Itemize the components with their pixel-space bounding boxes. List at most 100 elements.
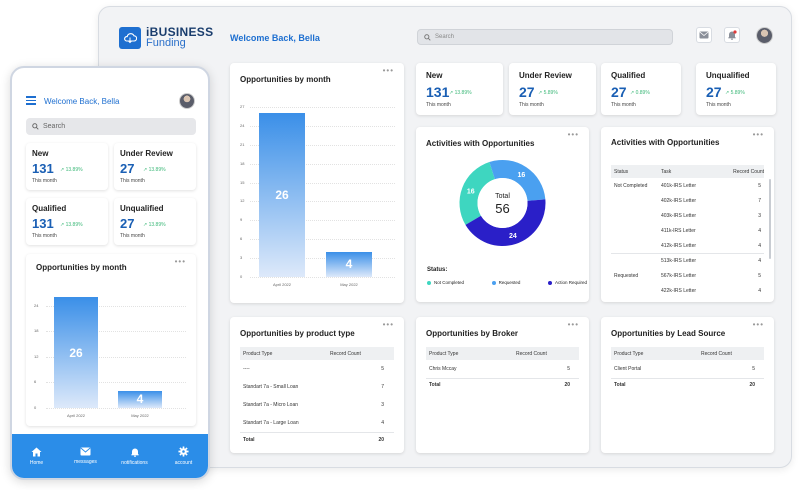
more-menu-icon[interactable]: ••• bbox=[752, 320, 764, 329]
table-row[interactable]: ---- 5 bbox=[240, 360, 394, 378]
stat-label: Under Review bbox=[519, 71, 572, 80]
legend-item: Requested bbox=[491, 280, 520, 285]
hamburger-menu-icon[interactable] bbox=[26, 96, 36, 105]
table-total-row: Total 20 bbox=[611, 378, 764, 390]
card-title: Activities with Opportunities bbox=[426, 139, 535, 148]
status-cell: Requested bbox=[614, 272, 639, 279]
nav-messages[interactable]: messages bbox=[63, 447, 108, 465]
table-header: Product Type Record Count bbox=[611, 347, 764, 360]
stat-value: 27 bbox=[120, 216, 135, 231]
trend-up-icon: ↗ bbox=[60, 167, 66, 173]
table-row[interactable]: Standart 7a - Micro Loan 3 bbox=[240, 396, 394, 414]
gridline bbox=[46, 305, 186, 307]
table-row[interactable]: 513k-IRS Letter 4 bbox=[611, 253, 764, 268]
product-type-cell: Standart 7a - Small Loan bbox=[243, 384, 299, 390]
gridline bbox=[46, 331, 186, 333]
user-avatar[interactable] bbox=[179, 93, 195, 109]
slice-value-label: 16 bbox=[467, 188, 475, 195]
bar: 26 bbox=[259, 113, 305, 277]
stat-period: This month bbox=[120, 178, 145, 184]
stat-card-unqualified[interactable]: Unqualified 27 ↗ 5.89% This month bbox=[696, 63, 776, 115]
gridline bbox=[250, 220, 395, 222]
table-total-row: Total 20 bbox=[240, 432, 394, 446]
notifications-button[interactable] bbox=[724, 27, 740, 43]
bar: 26 bbox=[54, 297, 98, 408]
mail-button[interactable] bbox=[696, 27, 712, 43]
card-title: Opportunities by Lead Source bbox=[611, 329, 726, 338]
table-row[interactable]: 402k-IRS Letter 7 bbox=[611, 193, 764, 208]
nav-home[interactable]: Home bbox=[14, 447, 59, 466]
lead-source-table: Product Type Record Count Client Portal … bbox=[611, 347, 764, 390]
count-cell: 4 bbox=[758, 258, 761, 264]
table-row[interactable]: 411k-IRS Letter 4 bbox=[611, 223, 764, 238]
scrollbar[interactable] bbox=[769, 179, 771, 259]
stat-period: This month bbox=[706, 102, 731, 108]
nav-account[interactable]: account bbox=[161, 446, 206, 466]
y-tick-label: 24 bbox=[240, 122, 245, 128]
table-row[interactable]: Not Completed 401k-IRS Letter 5 bbox=[611, 178, 764, 193]
count-cell: 4 bbox=[758, 227, 761, 234]
mail-icon bbox=[699, 31, 709, 39]
y-tick-label: 18 bbox=[34, 328, 39, 334]
stat-label: New bbox=[426, 71, 443, 80]
gridline bbox=[250, 239, 395, 241]
slice-value-label: 16 bbox=[517, 172, 525, 179]
more-menu-icon[interactable]: ••• bbox=[382, 66, 394, 75]
card-opportunities-by-month: Opportunities by month ••• 0 6 12 18 24 26 Apr… bbox=[26, 254, 196, 426]
bar: 4 bbox=[326, 251, 372, 277]
stat-period: This month bbox=[120, 233, 145, 239]
more-menu-icon[interactable]: ••• bbox=[382, 320, 394, 329]
activities-table: Status Task Record Count Not Completed 40… bbox=[611, 165, 764, 298]
table-header: Status Task Record Count bbox=[611, 165, 764, 178]
stat-card-under-review[interactable]: Under Review 27 ↗ 5.89% This month bbox=[509, 63, 596, 115]
stat-card-qualified[interactable]: Qualified 27 ↗ 0.89% This month bbox=[601, 63, 681, 115]
stat-card-new[interactable]: New 131 ↗ 13.89% This month bbox=[26, 143, 108, 190]
count-cell: 5 bbox=[758, 182, 761, 189]
table-row[interactable]: Client Portal 5 bbox=[614, 366, 755, 372]
search-input[interactable]: Search bbox=[417, 29, 673, 45]
stat-period: This month bbox=[32, 233, 57, 239]
stat-card-new[interactable]: New 131 ↗ 13.89% This month bbox=[416, 63, 503, 115]
stat-delta: ↗ 13.89% bbox=[449, 90, 472, 96]
user-avatar[interactable] bbox=[756, 27, 773, 44]
gridline bbox=[46, 382, 186, 384]
table-row[interactable]: Chris Mccay 5 bbox=[429, 366, 570, 372]
stat-card-unqualified[interactable]: Unqualified 27 ↗ 13.89% This month bbox=[114, 198, 196, 245]
table-row[interactable]: Standart 7a - Small Loan 7 bbox=[240, 378, 394, 396]
nav-notifications[interactable]: notifications bbox=[112, 447, 157, 466]
cloud-icon bbox=[119, 27, 141, 49]
stat-card-under-review[interactable]: Under Review 27 ↗ 13.89% This month bbox=[114, 143, 196, 190]
table-row[interactable]: Requested 567k-IRS Letter 5 bbox=[611, 268, 764, 283]
card-title: Opportunities by product type bbox=[240, 329, 355, 338]
brand-logo[interactable]: iBUSINESS Funding bbox=[119, 26, 213, 49]
table-total-row: Total 20 bbox=[426, 378, 579, 390]
card-by-lead-source: Opportunities by Lead Source ••• Product… bbox=[601, 317, 774, 453]
y-tick-label: 6 bbox=[240, 236, 243, 242]
table-row[interactable]: 412k-IRS Letter 4 bbox=[611, 238, 764, 253]
gridline bbox=[250, 144, 395, 146]
card-by-broker: Opportunities by Broker ••• Product Type… bbox=[416, 317, 589, 453]
search-input[interactable]: Search bbox=[26, 118, 196, 135]
stat-period: This month bbox=[519, 102, 544, 108]
more-menu-icon[interactable]: ••• bbox=[567, 130, 579, 139]
product-type-cell: Standart 7a - Micro Loan bbox=[243, 402, 299, 408]
x-tick-label: April 2022 bbox=[272, 282, 291, 287]
table-row[interactable]: Standart 7a - Large Loan 4 bbox=[240, 414, 394, 432]
more-menu-icon[interactable]: ••• bbox=[174, 257, 186, 266]
stat-card-qualified[interactable]: Qualified 131 ↗ 13.89% This month bbox=[26, 198, 108, 245]
card-title: Activities with Opportunities bbox=[611, 138, 720, 147]
stat-period: This month bbox=[32, 178, 57, 184]
y-tick-label: 18 bbox=[240, 160, 245, 166]
more-menu-icon[interactable]: ••• bbox=[567, 320, 579, 329]
table-row[interactable]: 403k-IRS Letter 3 bbox=[611, 208, 764, 223]
column-header: Record Count bbox=[330, 350, 361, 357]
count-cell: 5 bbox=[381, 366, 384, 372]
bottom-navigation: Home messages notifications account bbox=[12, 434, 208, 478]
table-row[interactable]: 422k-IRS Letter 4 bbox=[611, 283, 764, 298]
more-menu-icon[interactable]: ••• bbox=[752, 130, 764, 139]
slice-value-label: 24 bbox=[509, 233, 517, 240]
stat-delta: ↗ 13.89% bbox=[60, 222, 83, 228]
home-icon bbox=[31, 447, 42, 456]
search-placeholder: Search bbox=[43, 123, 66, 130]
gridline bbox=[250, 107, 395, 108]
